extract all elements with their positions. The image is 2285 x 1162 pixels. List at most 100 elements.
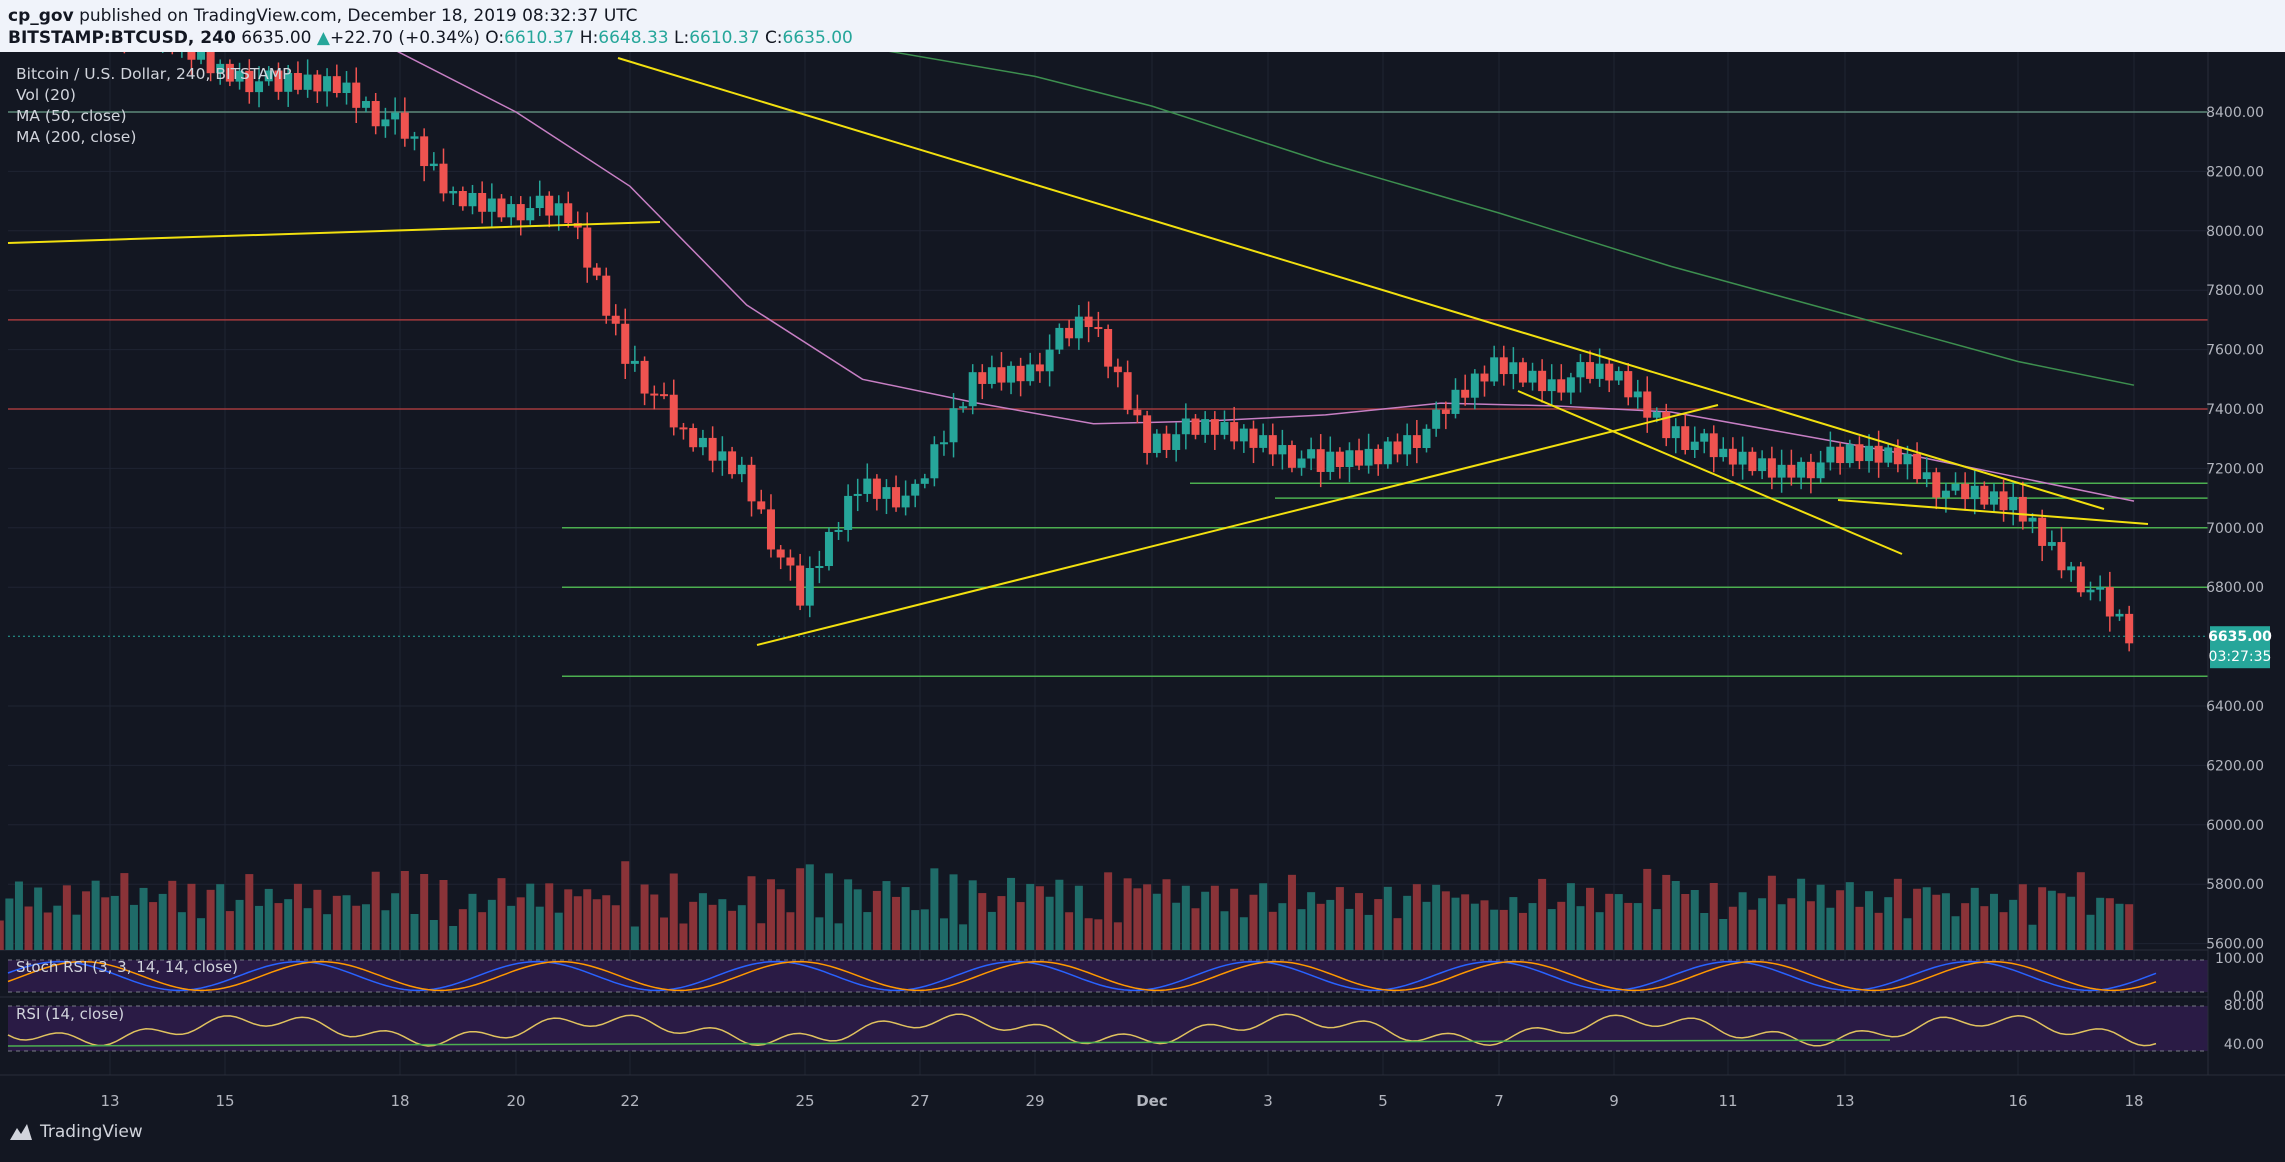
volume-bar (420, 874, 429, 950)
volume-bar (1045, 896, 1054, 950)
volume-bar (987, 911, 996, 950)
candle-down (1557, 379, 1566, 393)
y-tick-label: 7800.00 (2206, 283, 2264, 299)
low-value: 6610.37 (689, 28, 760, 48)
candle-up (949, 408, 958, 443)
volume-bar (1345, 908, 1354, 950)
candle-up (1383, 441, 1392, 465)
candle-down (1094, 327, 1103, 330)
rsi-label[interactable]: RSI (14, close) (16, 1005, 125, 1023)
volume-bar (1461, 894, 1470, 950)
candle-down (660, 394, 669, 397)
volume-bar (1007, 877, 1016, 950)
volume-bar (939, 918, 948, 950)
candle-down (708, 437, 717, 461)
candle-down (592, 267, 601, 276)
candle-up (410, 136, 419, 139)
volume-bar (621, 861, 630, 950)
candle-up (1595, 363, 1604, 379)
rsi-band (8, 1006, 2208, 1051)
tradingview-brand[interactable]: TradingView (8, 1122, 143, 1142)
candle-down (1586, 362, 1595, 379)
candle-down (400, 112, 409, 139)
x-tick-label: 18 (390, 1092, 409, 1110)
volume-bar (1490, 909, 1499, 950)
volume-bar (1980, 906, 1989, 950)
volume-bar (660, 917, 669, 950)
volume-bar (997, 896, 1006, 950)
author-name[interactable]: cp_gov (8, 6, 74, 26)
volume-bar (1026, 883, 1035, 950)
candle-up (805, 567, 814, 606)
candle-down (1681, 426, 1690, 450)
volume-bar (728, 910, 737, 950)
low-label: L: (674, 28, 690, 48)
volume-bar (545, 883, 554, 950)
candle-up (303, 74, 312, 90)
volume-bar (1576, 906, 1585, 950)
volume-bar (1989, 893, 1998, 950)
candle-up (1614, 371, 1623, 381)
candle-up (1364, 448, 1373, 466)
volume-bar (949, 874, 958, 950)
legend-ma200[interactable]: MA (200, close) (16, 128, 137, 146)
stoch-rsi-label[interactable]: Stoch RSI (3, 3, 14, 14, close) (16, 958, 238, 976)
volume-bar (1133, 888, 1142, 950)
publish-header: cp_gov published on TradingView.com, Dec… (0, 0, 2285, 52)
volume-bar (535, 906, 544, 950)
volume-bar (1595, 912, 1604, 950)
x-tick-label: 3 (1263, 1092, 1273, 1110)
candle-up (1845, 444, 1854, 464)
legend-ma50[interactable]: MA (50, close) (16, 107, 127, 125)
trendline (617, 57, 2105, 510)
candle-down (1374, 448, 1383, 465)
candle-up (882, 487, 891, 499)
volume-bar (959, 924, 968, 950)
x-tick-label: 29 (1025, 1092, 1044, 1110)
volume-bar (487, 899, 496, 950)
candle-down (766, 509, 775, 550)
candle-down (1104, 329, 1113, 367)
candle-down (1210, 419, 1219, 435)
candle-down (1787, 464, 1796, 478)
candle-up (554, 203, 563, 216)
volume-bar (708, 904, 717, 950)
x-tick-label: 9 (1609, 1092, 1619, 1110)
candle-up (1422, 428, 1431, 449)
x-tick-label: 11 (1718, 1092, 1737, 1110)
candle-up (1470, 373, 1479, 398)
candle-down (545, 195, 554, 216)
candle-up (1278, 445, 1287, 455)
volume-bar (5, 898, 14, 950)
candle-down (313, 74, 322, 92)
published-text: published on TradingView.com, December 1… (79, 6, 638, 26)
legend-volume[interactable]: Vol (20) (16, 86, 76, 104)
volume-bar (1767, 875, 1776, 950)
volume-bar (101, 897, 110, 950)
brand-name: TradingView (40, 1122, 143, 1142)
volume-bar (1383, 886, 1392, 950)
x-tick-label: 13 (100, 1092, 119, 1110)
candle-up (1758, 458, 1767, 472)
volume-bar (920, 909, 929, 950)
candle-up (920, 478, 929, 484)
volume-bar (478, 912, 487, 950)
candle-down (274, 70, 283, 92)
volume-bar (449, 926, 458, 950)
volume-bar (206, 889, 215, 950)
volume-bar (911, 910, 920, 950)
volume-bar (1643, 868, 1652, 950)
volume-bar (1681, 894, 1690, 950)
volume-bar (1652, 909, 1661, 950)
volume-bar (62, 885, 71, 950)
volume-bar (1316, 903, 1325, 950)
volume-bar (110, 895, 119, 950)
volume-bar (863, 912, 872, 950)
candle-down (1393, 441, 1402, 455)
y-tick-label: 5800.00 (2206, 877, 2264, 893)
volume-bar (1432, 884, 1441, 950)
volume-bar (1836, 890, 1845, 950)
candle-up (1307, 449, 1316, 459)
candle-up (1970, 485, 1979, 500)
price-chart[interactable]: 8400.00 8200.00 8000.00 7800.00 7600.00 7400.… (0, 52, 2285, 1162)
